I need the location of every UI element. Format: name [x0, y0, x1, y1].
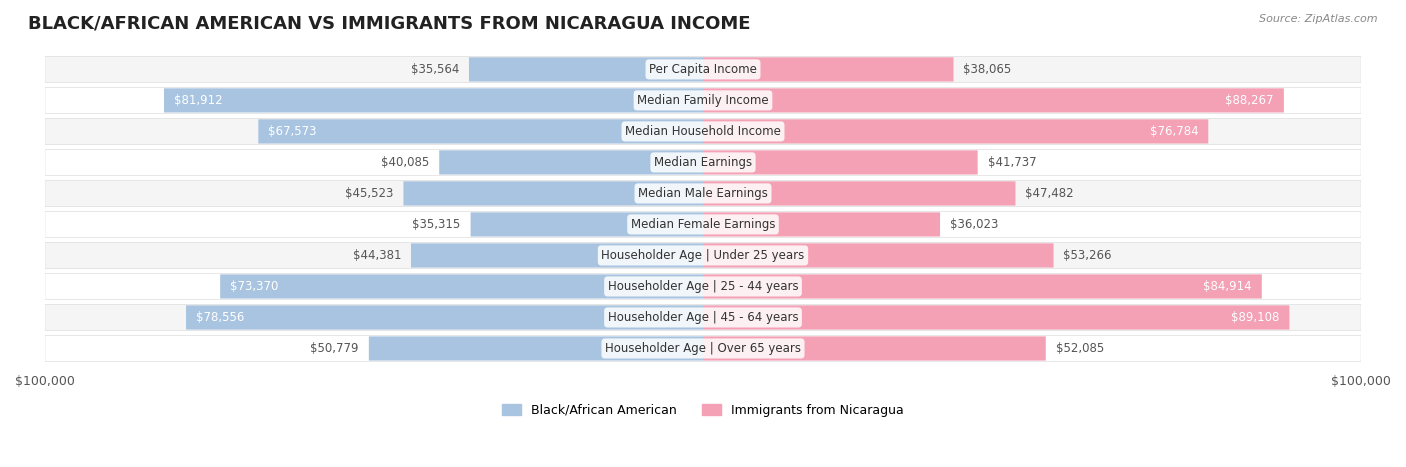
FancyBboxPatch shape: [45, 335, 1361, 361]
FancyBboxPatch shape: [703, 181, 1015, 205]
Text: $44,381: $44,381: [353, 249, 401, 262]
Text: $76,784: $76,784: [1150, 125, 1198, 138]
FancyBboxPatch shape: [45, 180, 1361, 206]
Text: $78,556: $78,556: [195, 311, 245, 324]
FancyBboxPatch shape: [45, 57, 1361, 82]
FancyBboxPatch shape: [45, 212, 1361, 237]
Text: $35,315: $35,315: [412, 218, 461, 231]
FancyBboxPatch shape: [703, 88, 1284, 113]
FancyBboxPatch shape: [439, 150, 703, 175]
Text: Median Earnings: Median Earnings: [654, 156, 752, 169]
FancyBboxPatch shape: [703, 274, 1261, 298]
Text: $50,779: $50,779: [311, 342, 359, 355]
FancyBboxPatch shape: [471, 212, 703, 236]
Text: $53,266: $53,266: [1063, 249, 1112, 262]
Text: Per Capita Income: Per Capita Income: [650, 63, 756, 76]
Text: Householder Age | Under 25 years: Householder Age | Under 25 years: [602, 249, 804, 262]
FancyBboxPatch shape: [221, 274, 703, 298]
FancyBboxPatch shape: [259, 120, 703, 143]
Text: $41,737: $41,737: [987, 156, 1036, 169]
Text: Householder Age | 45 - 64 years: Householder Age | 45 - 64 years: [607, 311, 799, 324]
Text: $52,085: $52,085: [1056, 342, 1104, 355]
FancyBboxPatch shape: [470, 57, 703, 81]
FancyBboxPatch shape: [411, 243, 703, 268]
FancyBboxPatch shape: [703, 305, 1289, 330]
Text: Median Household Income: Median Household Income: [626, 125, 780, 138]
Text: $45,523: $45,523: [346, 187, 394, 200]
FancyBboxPatch shape: [404, 181, 703, 205]
FancyBboxPatch shape: [45, 87, 1361, 113]
Text: $84,914: $84,914: [1204, 280, 1251, 293]
Text: $89,108: $89,108: [1232, 311, 1279, 324]
Text: $35,564: $35,564: [411, 63, 460, 76]
FancyBboxPatch shape: [45, 304, 1361, 331]
Text: $67,573: $67,573: [269, 125, 316, 138]
Text: $38,065: $38,065: [963, 63, 1011, 76]
Text: Householder Age | 25 - 44 years: Householder Age | 25 - 44 years: [607, 280, 799, 293]
FancyBboxPatch shape: [703, 57, 953, 81]
Text: $40,085: $40,085: [381, 156, 429, 169]
FancyBboxPatch shape: [703, 150, 977, 175]
Text: Source: ZipAtlas.com: Source: ZipAtlas.com: [1260, 14, 1378, 24]
FancyBboxPatch shape: [703, 120, 1208, 143]
FancyBboxPatch shape: [165, 88, 703, 113]
FancyBboxPatch shape: [186, 305, 703, 330]
FancyBboxPatch shape: [703, 212, 941, 236]
Text: $47,482: $47,482: [1025, 187, 1074, 200]
FancyBboxPatch shape: [45, 274, 1361, 299]
Legend: Black/African American, Immigrants from Nicaragua: Black/African American, Immigrants from …: [498, 399, 908, 422]
Text: Median Female Earnings: Median Female Earnings: [631, 218, 775, 231]
FancyBboxPatch shape: [45, 242, 1361, 269]
Text: $73,370: $73,370: [231, 280, 278, 293]
Text: Householder Age | Over 65 years: Householder Age | Over 65 years: [605, 342, 801, 355]
Text: $36,023: $36,023: [950, 218, 998, 231]
Text: Median Male Earnings: Median Male Earnings: [638, 187, 768, 200]
Text: Median Family Income: Median Family Income: [637, 94, 769, 107]
FancyBboxPatch shape: [45, 119, 1361, 144]
FancyBboxPatch shape: [703, 243, 1053, 268]
FancyBboxPatch shape: [368, 336, 703, 361]
Text: $81,912: $81,912: [174, 94, 222, 107]
Text: $88,267: $88,267: [1226, 94, 1274, 107]
Text: BLACK/AFRICAN AMERICAN VS IMMIGRANTS FROM NICARAGUA INCOME: BLACK/AFRICAN AMERICAN VS IMMIGRANTS FRO…: [28, 14, 751, 32]
FancyBboxPatch shape: [703, 336, 1046, 361]
FancyBboxPatch shape: [45, 149, 1361, 176]
